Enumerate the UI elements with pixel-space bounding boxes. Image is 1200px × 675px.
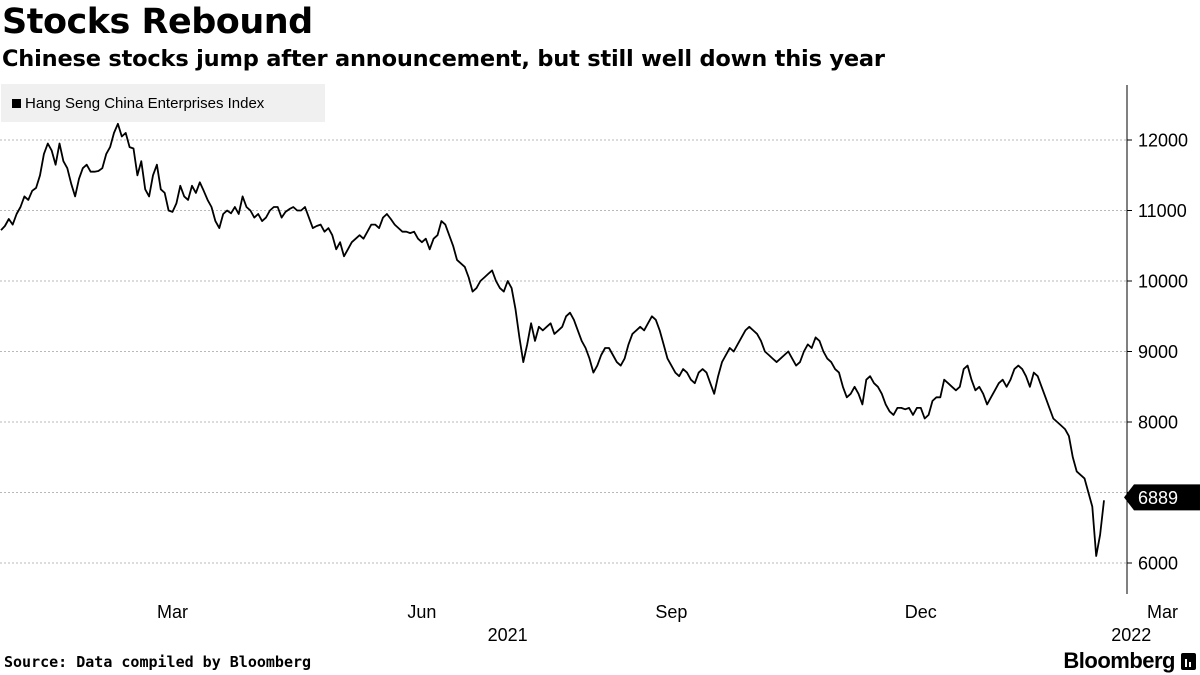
y-tick-label: 12000 [1138, 131, 1188, 151]
legend-label: Hang Seng China Enterprises Index [25, 94, 265, 112]
x-year-label: 2022 [1111, 625, 1151, 645]
y-tick-label: 11000 [1138, 201, 1187, 221]
bloomberg-icon [1181, 652, 1196, 670]
last-value-label: 6889 [1138, 488, 1178, 508]
last-value-callout: 6889 [1124, 484, 1200, 511]
x-tick-label: Mar [157, 602, 188, 622]
last-value-badge [1124, 484, 1200, 511]
x-tick-label: Mar [1147, 602, 1178, 622]
legend: Hang Seng China Enterprises Index [1, 84, 325, 122]
y-tick-label: 9000 [1138, 342, 1178, 362]
chart-subtitle: Chinese stocks jump after announcement, … [2, 46, 885, 72]
x-tick-label: Dec [905, 602, 937, 622]
brand-name: Bloomberg [1063, 648, 1175, 673]
brand-logo: Bloomberg [1063, 646, 1196, 675]
source-note: Source: Data compiled by Bloomberg [4, 653, 312, 671]
x-year-label: 2021 [488, 625, 528, 645]
gridlines [0, 139, 1127, 564]
y-tick-label: 6000 [1138, 554, 1178, 574]
x-axis: Mar Jun Sep Dec Mar 2021 2022 [157, 602, 1178, 645]
series-line-hang-seng-china-enterprises [0, 122, 1105, 557]
legend-swatch [12, 98, 21, 108]
x-tick-label: Jun [407, 602, 436, 622]
y-tick-label: 10000 [1138, 272, 1188, 292]
y-tick-label: 8000 [1138, 413, 1178, 433]
x-tick-label: Sep [655, 602, 687, 622]
chart-title: Stocks Rebound [2, 2, 313, 42]
